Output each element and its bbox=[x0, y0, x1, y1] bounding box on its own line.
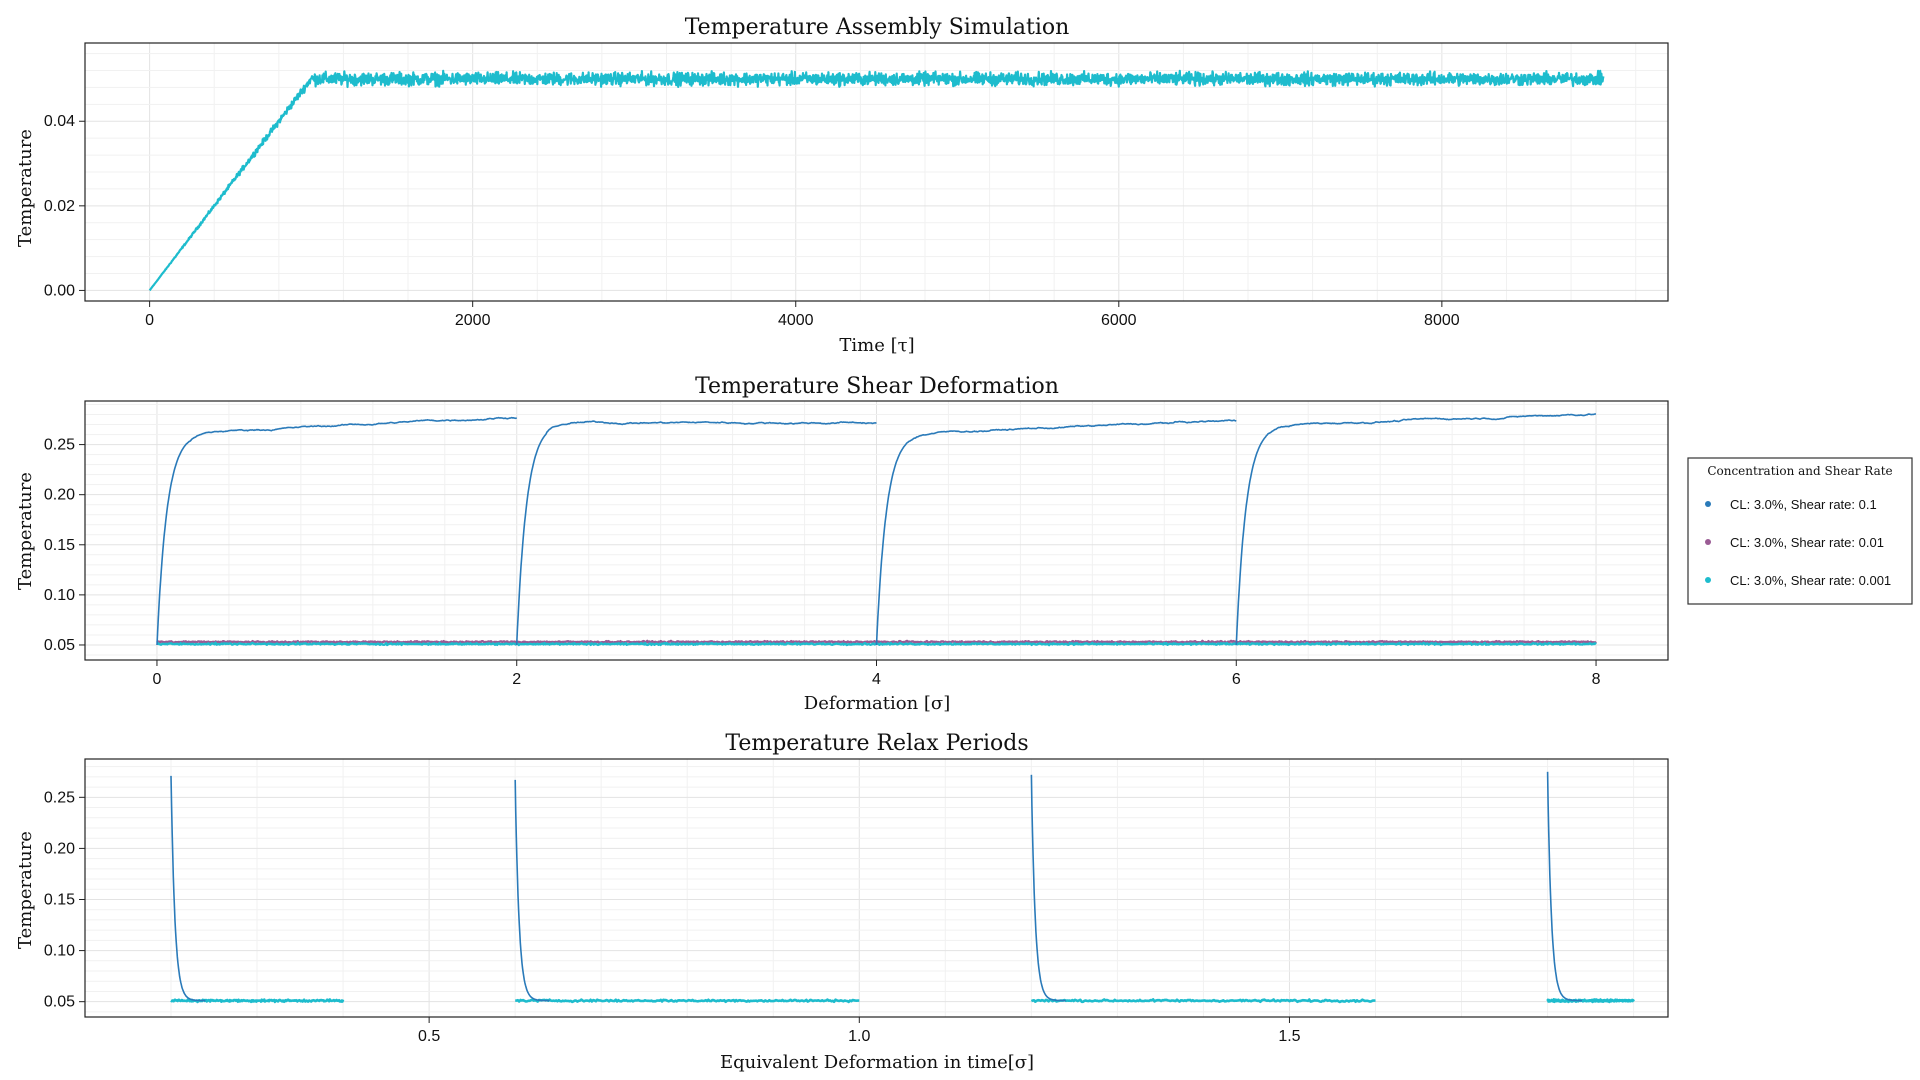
legend-item: CL: 3.0%, Shear rate: 0.1 bbox=[1705, 497, 1877, 512]
x-tick-label: 0.5 bbox=[418, 1028, 440, 1045]
series-group bbox=[156, 413, 1597, 647]
x-tick-label: 4 bbox=[872, 671, 881, 688]
y-axis-label: Temperature bbox=[15, 831, 36, 949]
x-tick-label: 2 bbox=[512, 671, 521, 688]
x-tick-label: 4000 bbox=[778, 312, 814, 329]
y-tick-label: 0.15 bbox=[44, 537, 75, 554]
series-line bbox=[1030, 998, 1376, 1004]
x-tick-label: 0 bbox=[145, 312, 154, 329]
x-tick-label: 8 bbox=[1592, 671, 1601, 688]
x-axis-label: Time [τ] bbox=[839, 335, 914, 356]
axes-frame bbox=[84, 42, 1669, 302]
y-axis-label: Temperature bbox=[15, 472, 36, 590]
axes-frame bbox=[84, 758, 1669, 1018]
y-axis-label: Temperature bbox=[15, 129, 36, 247]
series-line bbox=[1235, 413, 1597, 646]
legend-marker bbox=[1705, 577, 1711, 583]
series-line bbox=[514, 779, 550, 1002]
legend-title: Concentration and Shear Rate bbox=[1707, 464, 1892, 478]
series-line bbox=[148, 69, 1605, 292]
series-line bbox=[1546, 771, 1583, 1002]
panel-title: Temperature Assembly Simulation bbox=[685, 15, 1070, 40]
series-line bbox=[156, 416, 518, 646]
legend-marker bbox=[1705, 501, 1711, 507]
series-line bbox=[515, 998, 860, 1004]
y-tick-label: 0.20 bbox=[44, 487, 75, 504]
x-tick-label: 6 bbox=[1232, 671, 1241, 688]
panel-title: Temperature Relax Periods bbox=[725, 731, 1028, 756]
x-ticks: 0.5 1.0 1.5 bbox=[418, 1017, 1301, 1045]
legend-item: CL: 3.0%, Shear rate: 0.01 bbox=[1705, 535, 1884, 550]
panel-title: Temperature Shear Deformation bbox=[695, 374, 1059, 399]
series-line bbox=[515, 420, 877, 646]
y-tick-label: 0.20 bbox=[44, 840, 75, 857]
x-ticks: 0 2000 4000 6000 8000 bbox=[145, 301, 1460, 329]
x-tick-label: 0 bbox=[153, 671, 162, 688]
legend-label: CL: 3.0%, Shear rate: 0.01 bbox=[1730, 535, 1884, 550]
legend: Concentration and Shear Rate CL: 3.0%, S… bbox=[1687, 457, 1913, 605]
x-ticks: 0 2 4 6 8 bbox=[153, 660, 1601, 688]
x-tick-label: 6000 bbox=[1101, 312, 1137, 329]
grid bbox=[84, 401, 1668, 660]
series-line bbox=[1546, 997, 1635, 1004]
y-tick-label: 0.10 bbox=[44, 587, 75, 604]
x-tick-label: 1.5 bbox=[1278, 1028, 1300, 1045]
y-tick-label: 0.04 bbox=[44, 113, 75, 130]
panel-assembly: Temperature Assembly Simulation 0 2000 400… bbox=[15, 15, 1669, 356]
legend-label: CL: 3.0%, Shear rate: 0.1 bbox=[1730, 497, 1877, 512]
y-tick-label: 0.05 bbox=[44, 637, 75, 654]
x-tick-label: 1.0 bbox=[848, 1028, 870, 1045]
grid bbox=[84, 43, 1668, 301]
legend-item: CL: 3.0%, Shear rate: 0.001 bbox=[1705, 573, 1891, 588]
series-line bbox=[875, 419, 1237, 646]
grid bbox=[84, 759, 1668, 1017]
series-line bbox=[1030, 774, 1066, 1002]
legend-label: CL: 3.0%, Shear rate: 0.001 bbox=[1730, 573, 1891, 588]
series-group bbox=[148, 69, 1605, 292]
y-tick-label: 0.25 bbox=[44, 437, 75, 454]
series-line bbox=[170, 775, 206, 1002]
y-tick-label: 0.00 bbox=[44, 282, 75, 299]
y-tick-label: 0.05 bbox=[44, 994, 75, 1011]
y-ticks: 0.00 0.02 0.04 bbox=[44, 113, 85, 299]
legend-box bbox=[1687, 457, 1913, 605]
x-tick-label: 8000 bbox=[1424, 312, 1460, 329]
x-tick-label: 2000 bbox=[455, 312, 491, 329]
y-tick-label: 0.10 bbox=[44, 943, 75, 960]
x-axis-label: Deformation [σ] bbox=[804, 693, 950, 714]
axes-border bbox=[84, 42, 1669, 302]
y-tick-label: 0.15 bbox=[44, 891, 75, 908]
y-ticks: 0.05 0.10 0.15 0.20 0.25 bbox=[44, 789, 85, 1011]
axes-border bbox=[84, 758, 1669, 1018]
panel-relax: Temperature Relax Periods 0.5 1.0 1.5 0.05… bbox=[15, 731, 1669, 1073]
y-ticks: 0.05 0.10 0.15 0.20 0.25 bbox=[44, 437, 85, 654]
y-tick-label: 0.25 bbox=[44, 789, 75, 806]
legend-marker bbox=[1705, 539, 1711, 545]
y-tick-label: 0.02 bbox=[44, 198, 75, 215]
series-group bbox=[170, 771, 1635, 1004]
panel-shear: Temperature Shear Deformation 0 2 4 6 8 0.05… bbox=[15, 374, 1669, 714]
x-axis-label: Equivalent Deformation in time[σ] bbox=[720, 1052, 1034, 1073]
